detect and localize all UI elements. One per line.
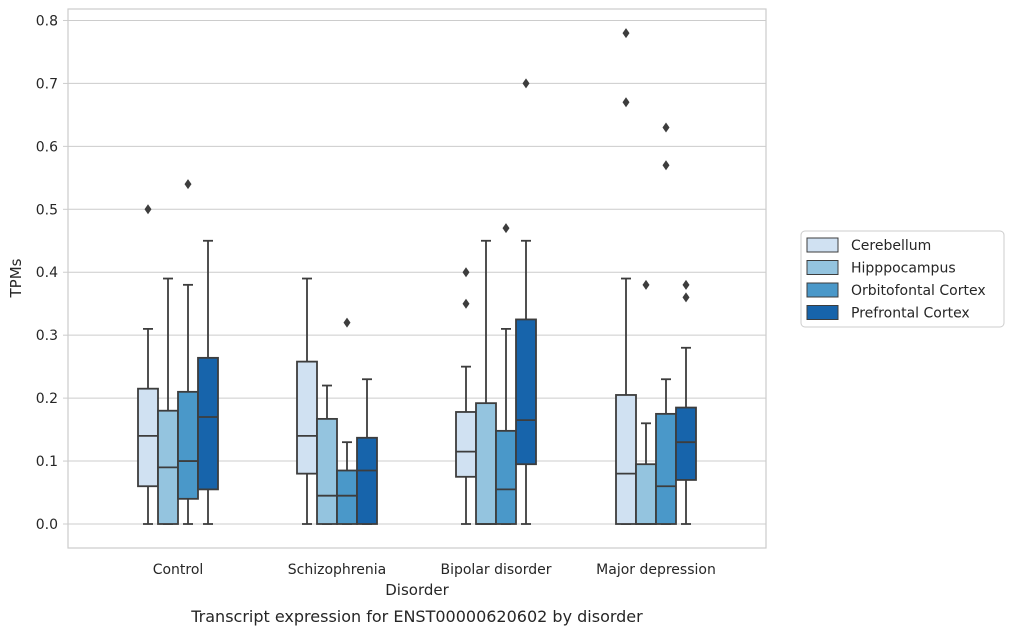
x-axis-ticks: Control Schizophrenia Bipolar disorder Majo… bbox=[153, 562, 716, 578]
legend-frame bbox=[800, 230, 1005, 328]
box-orbitofontal-cortex bbox=[336, 317, 358, 525]
outlier-point bbox=[462, 267, 470, 278]
legend-swatch bbox=[806, 260, 839, 275]
outlier-point bbox=[622, 97, 630, 108]
y-tick-label: 0.2 bbox=[36, 391, 58, 407]
legend-swatch bbox=[806, 282, 839, 298]
legend-label: Cerebellum bbox=[851, 238, 931, 254]
box-iqr bbox=[515, 318, 537, 466]
y-tick-label: 0.7 bbox=[36, 76, 58, 92]
box-cerebellum bbox=[615, 28, 637, 525]
y-axis-ticks: 0.0 0.1 0.2 0.3 0.4 0.5 0.6 0.7 0.8 bbox=[36, 13, 68, 533]
y-tick-label: 0.5 bbox=[36, 202, 58, 218]
box-iqr bbox=[177, 390, 199, 500]
outlier-point bbox=[144, 204, 152, 215]
box-orbitofontal-cortex bbox=[495, 223, 517, 525]
box-cerebellum bbox=[137, 204, 159, 525]
y-tick-label: 0.6 bbox=[36, 139, 58, 155]
plot-area-frame bbox=[67, 8, 767, 549]
legend-label: Prefrontal Cortex bbox=[851, 306, 970, 322]
legend-label: Hipppocampus bbox=[851, 261, 956, 277]
legend-swatch bbox=[806, 305, 839, 320]
box-prefrontal-cortex bbox=[675, 279, 697, 525]
box-iqr bbox=[615, 394, 637, 525]
legend: Cerebellum Hipppocampus Orbitofontal Corte… bbox=[800, 230, 1005, 328]
outlier-point bbox=[343, 317, 351, 328]
outlier-point bbox=[622, 28, 630, 39]
outlier-point bbox=[682, 279, 690, 290]
box-orbitofontal-cortex bbox=[177, 179, 199, 525]
y-tick-label: 0.3 bbox=[36, 328, 58, 344]
box-prefrontal-cortex bbox=[197, 239, 219, 525]
box-iqr bbox=[655, 412, 677, 525]
box-hipppocampus bbox=[475, 239, 497, 525]
outlier-point bbox=[522, 78, 530, 89]
outlier-point bbox=[642, 279, 650, 290]
box-iqr bbox=[336, 469, 358, 525]
x-tick-label: Major depression bbox=[596, 562, 716, 578]
box-iqr bbox=[296, 360, 318, 475]
box-iqr bbox=[197, 356, 219, 491]
box-iqr bbox=[356, 436, 378, 525]
box-hipppocampus bbox=[157, 277, 179, 525]
chart-caption: Transcript expression for ENST0000062060… bbox=[190, 607, 643, 626]
box-cerebellum bbox=[296, 277, 318, 525]
box-hipppocampus bbox=[635, 279, 657, 525]
legend-swatch bbox=[806, 237, 839, 253]
outlier-point bbox=[184, 179, 192, 190]
y-tick-label: 0.1 bbox=[36, 454, 58, 470]
x-tick-label: Bipolar disorder bbox=[440, 562, 551, 578]
box-iqr bbox=[675, 406, 697, 481]
box-prefrontal-cortex bbox=[515, 78, 537, 525]
outlier-point bbox=[662, 160, 670, 171]
box-iqr bbox=[495, 429, 517, 525]
box-hipppocampus bbox=[316, 384, 338, 525]
y-tick-label: 0.4 bbox=[36, 265, 58, 281]
box-iqr bbox=[316, 417, 338, 525]
box-prefrontal-cortex bbox=[356, 378, 378, 525]
y-tick-label: 0.8 bbox=[36, 13, 58, 29]
x-tick-label: Schizophrenia bbox=[288, 562, 386, 578]
outlier-point bbox=[682, 292, 690, 303]
box-iqr bbox=[475, 402, 497, 525]
box-orbitofontal-cortex bbox=[655, 122, 677, 525]
y-tick-label: 0.0 bbox=[36, 517, 58, 533]
legend-label: Orbitofontal Cortex bbox=[851, 283, 986, 299]
boxes bbox=[137, 28, 697, 525]
box-iqr bbox=[635, 463, 657, 525]
x-tick-label: Control bbox=[153, 562, 204, 578]
x-axis-label: Disorder bbox=[385, 581, 449, 599]
outlier-point bbox=[502, 223, 510, 234]
y-axis-label: TPMs bbox=[7, 258, 25, 298]
box-iqr bbox=[455, 411, 477, 478]
box-iqr bbox=[137, 387, 159, 488]
box-cerebellum bbox=[455, 267, 477, 525]
outlier-point bbox=[662, 122, 670, 133]
outlier-point bbox=[462, 298, 470, 309]
